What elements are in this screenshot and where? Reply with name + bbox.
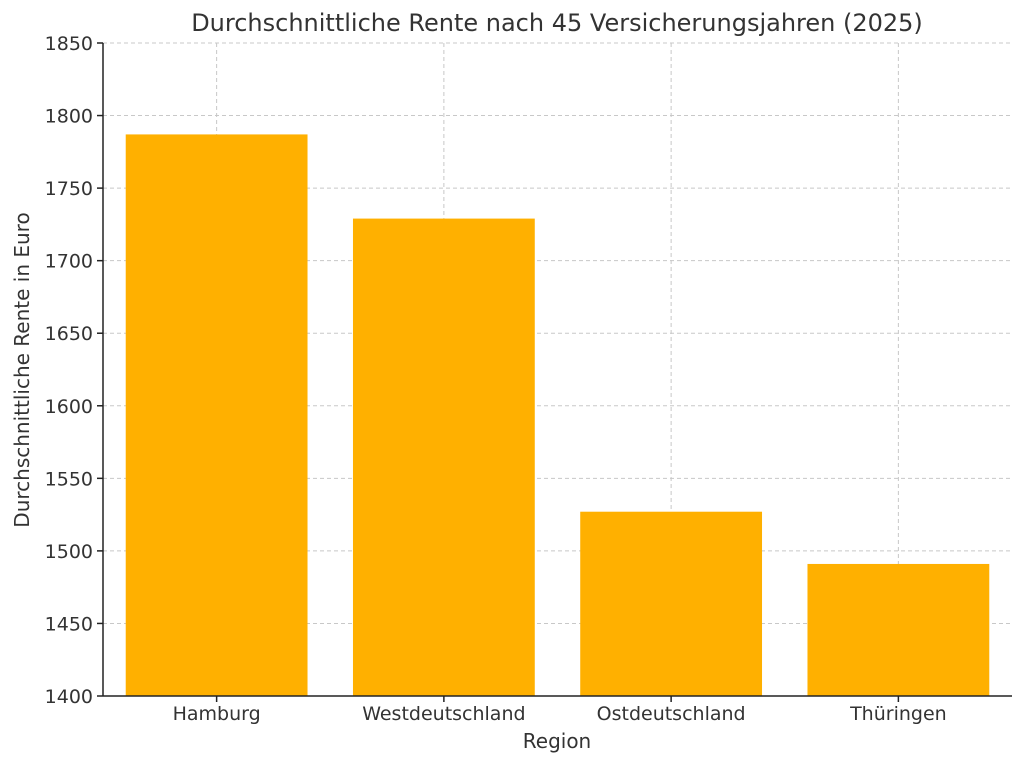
bars-layer	[125, 134, 990, 697]
x-tick-label: Hamburg	[173, 703, 261, 725]
y-tick-label: 1500	[45, 541, 93, 563]
chart-title: Durchschnittliche Rente nach 45 Versiche…	[191, 9, 923, 37]
y-tick-label: 1750	[45, 178, 93, 200]
y-tick-label: 1800	[45, 106, 93, 128]
y-tick-label: 1450	[45, 613, 93, 635]
x-tick-label: Ostdeutschland	[597, 703, 746, 725]
y-tick-label: 1400	[45, 686, 93, 708]
y-tick-label: 1850	[45, 33, 93, 55]
bar-hamburg	[125, 134, 308, 697]
x-tick-label: Westdeutschland	[362, 703, 525, 725]
y-tick-label: 1550	[45, 468, 93, 490]
axes-layer	[102, 43, 1012, 697]
y-axis-label: Durchschnittliche Rente in Euro	[10, 212, 34, 527]
x-tick-label: Thüringen	[849, 703, 947, 725]
ticks-layer: 1400 1450 1500 1550 1600 1650 1700 1750 1800 1850…	[45, 33, 947, 725]
y-tick-label: 1700	[45, 251, 93, 273]
bar-th-ringen	[807, 563, 990, 696]
bar-westdeutschland	[352, 218, 535, 696]
bar-ostdeutschland	[580, 511, 763, 696]
x-axis-label: Region	[523, 729, 591, 753]
y-tick-label: 1650	[45, 323, 93, 345]
y-tick-label: 1600	[45, 396, 93, 418]
